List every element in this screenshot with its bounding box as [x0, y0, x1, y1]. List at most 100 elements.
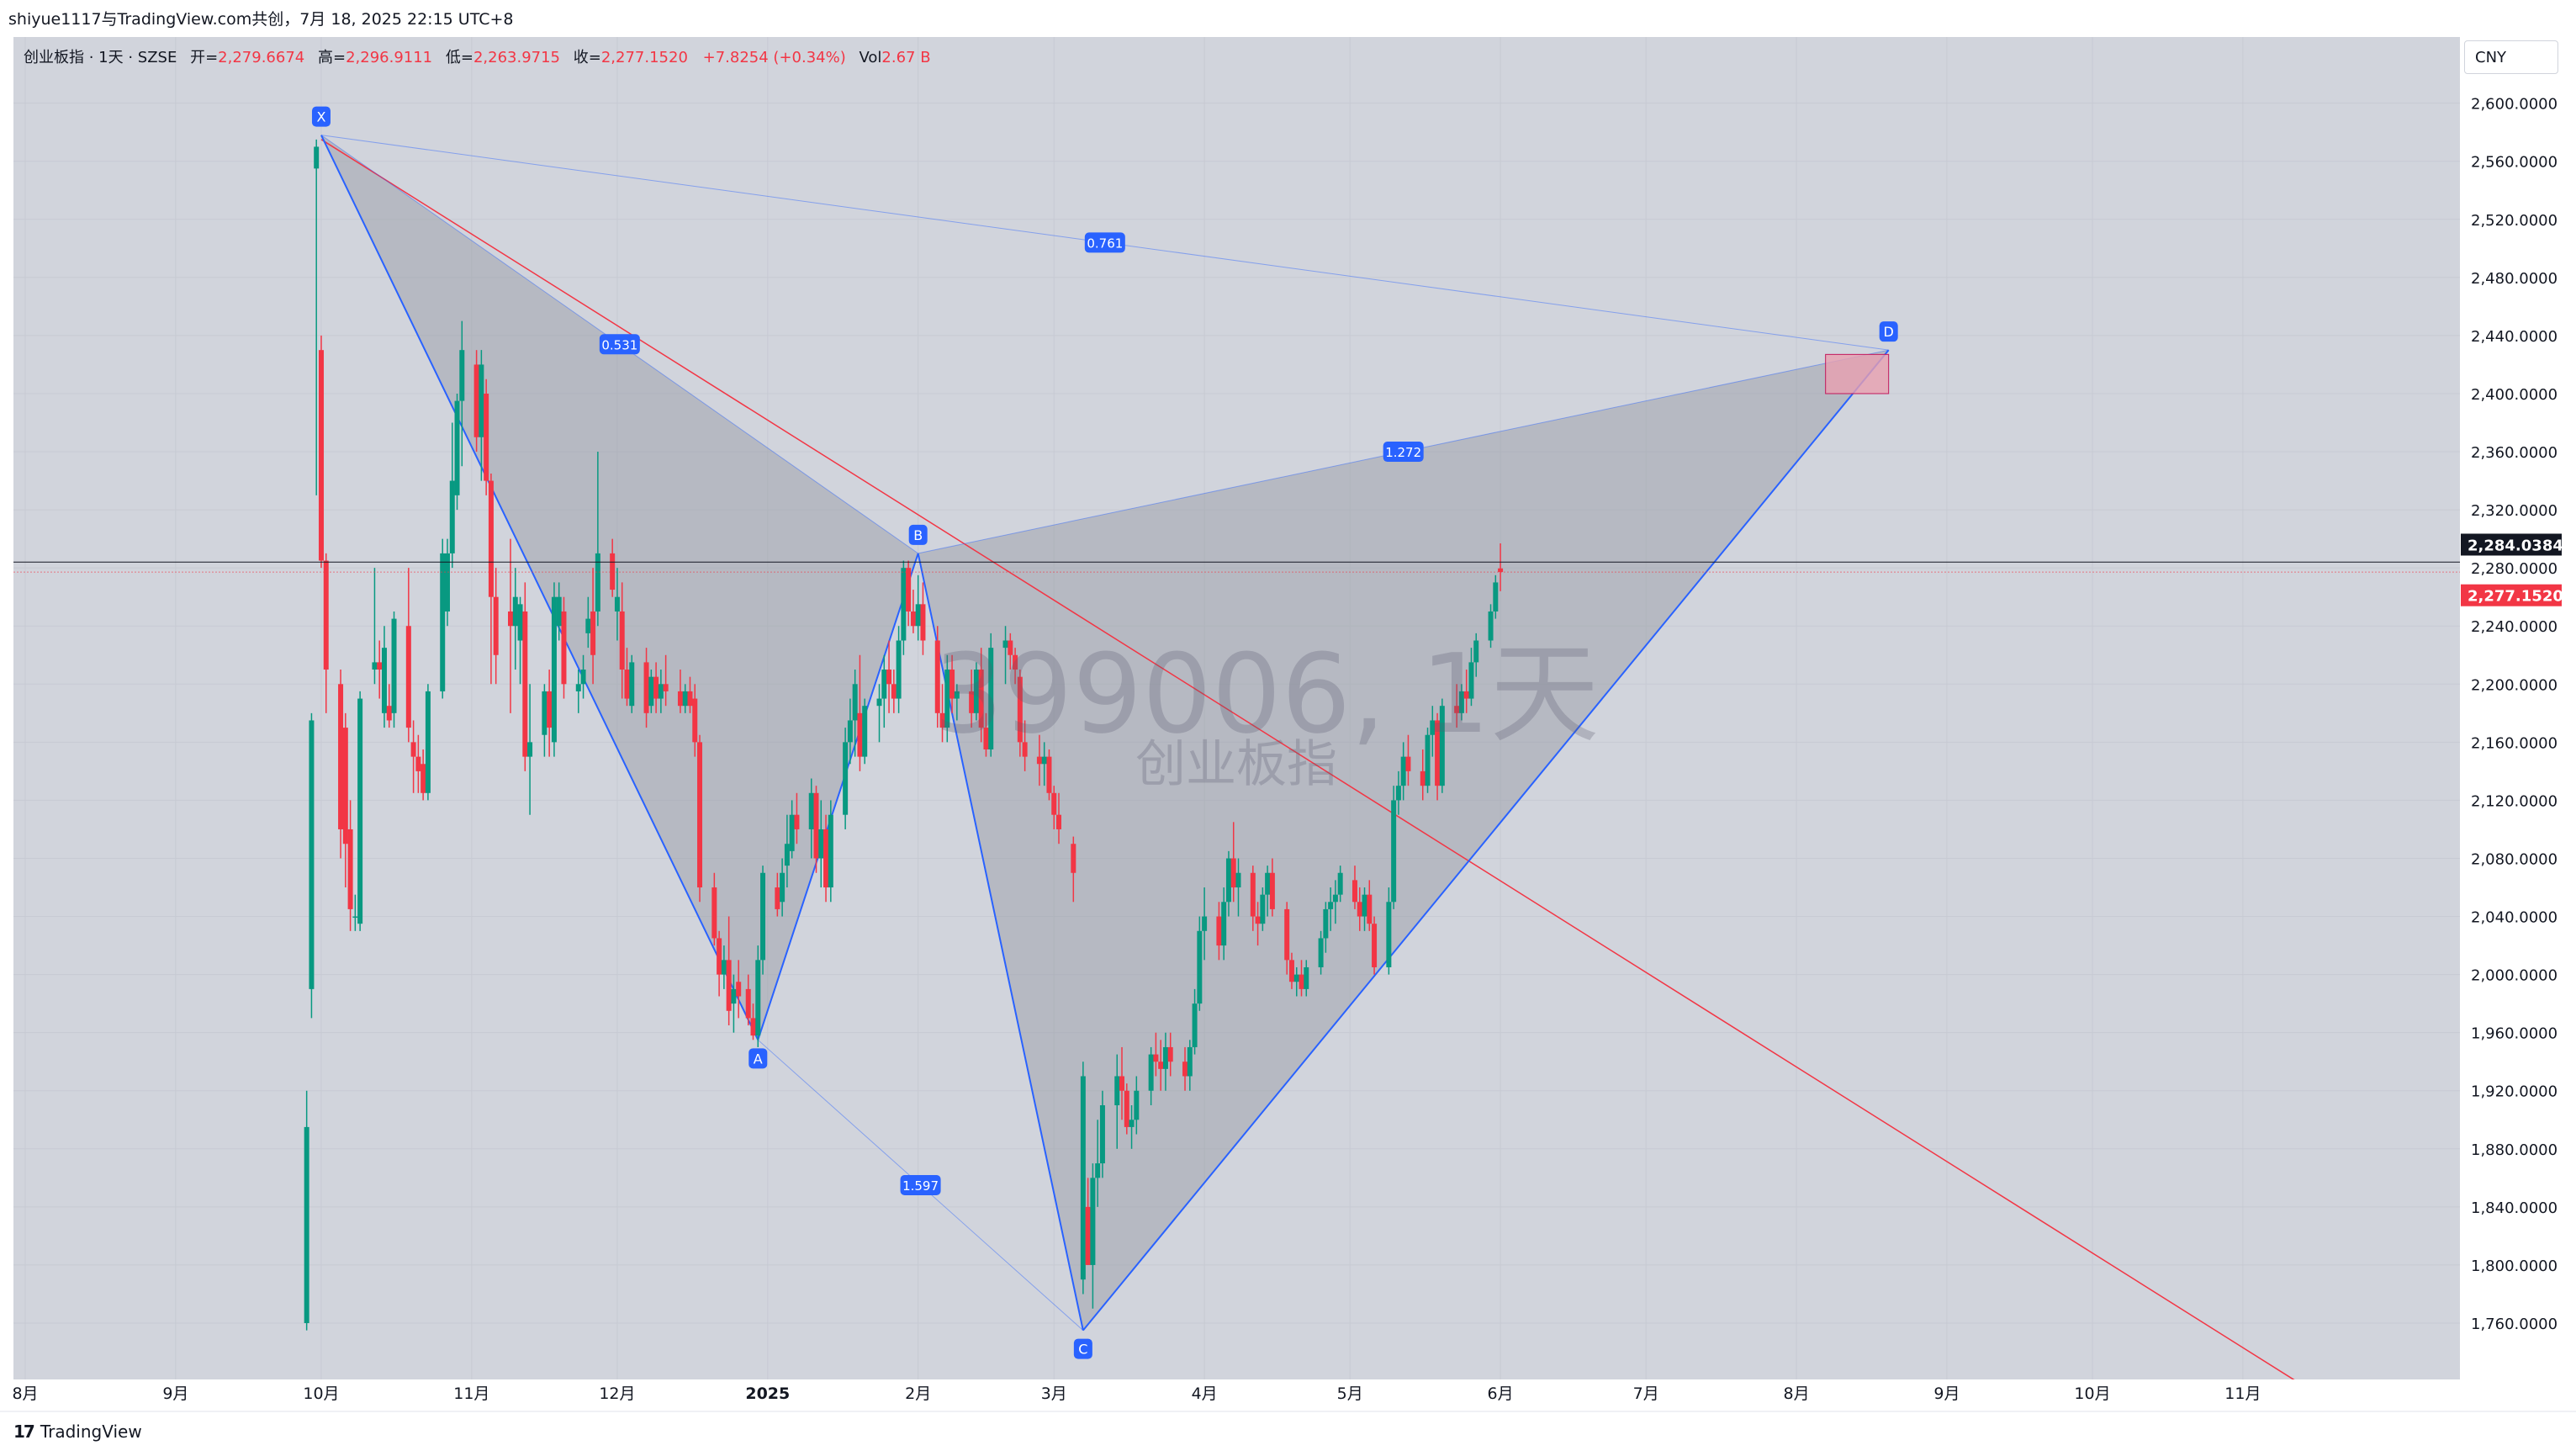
candle	[775, 872, 780, 917]
candle-body	[939, 712, 945, 728]
candle-body	[934, 640, 940, 713]
candle	[891, 670, 897, 713]
currency-button[interactable]: CNY	[2464, 40, 2558, 74]
candle-body	[1473, 640, 1479, 663]
volume-value: 2.67 B	[881, 49, 931, 66]
candle	[323, 553, 329, 713]
candle-body	[1022, 742, 1028, 757]
candle-body	[910, 611, 916, 627]
y-tick-label: 2,000.0000	[2471, 967, 2557, 985]
candle	[585, 596, 591, 649]
candle	[1265, 866, 1271, 917]
candle	[1134, 1076, 1140, 1135]
candle	[1056, 792, 1062, 844]
candle	[1085, 1178, 1091, 1265]
candle-body	[454, 400, 460, 495]
close-price-tag: 2,277.1520	[2468, 588, 2563, 606]
candle-body	[847, 720, 853, 743]
x-tick-label: 8月	[12, 1385, 38, 1403]
candle	[610, 538, 616, 597]
candle-body	[484, 393, 489, 481]
candle	[954, 684, 960, 721]
pattern-fill-xab	[320, 135, 918, 1040]
candle-body	[648, 676, 654, 707]
candle-body	[585, 618, 591, 633]
candle-body	[1332, 894, 1338, 903]
candle	[449, 422, 455, 569]
candle-body	[1008, 640, 1013, 655]
candle-body	[1162, 1046, 1168, 1069]
pattern-point-badge	[1879, 321, 1898, 342]
candle-body	[1187, 1046, 1193, 1077]
candle	[789, 800, 795, 859]
candle	[1400, 742, 1406, 801]
candle-body	[813, 792, 819, 859]
candle	[973, 662, 979, 721]
candle-body	[309, 720, 315, 989]
candle	[808, 778, 814, 859]
candle-body	[493, 596, 499, 655]
candle	[760, 866, 766, 975]
volume-label: Vol	[859, 49, 882, 66]
candle-body	[677, 691, 683, 707]
candle	[473, 350, 479, 453]
x-tick-label: 6月	[1488, 1385, 1514, 1403]
candle-body	[881, 670, 887, 699]
candle-body	[551, 596, 557, 743]
candle-body	[1328, 902, 1334, 909]
candle	[1386, 887, 1392, 975]
candle	[813, 786, 819, 873]
candle	[920, 582, 926, 655]
candle	[906, 560, 912, 627]
y-tick-label: 2,040.0000	[2471, 909, 2557, 927]
candle-body	[410, 742, 416, 757]
candle-body	[789, 814, 795, 851]
x-tick-label: 7月	[1633, 1385, 1659, 1403]
candle-body	[920, 604, 926, 641]
candle-body	[1056, 814, 1062, 829]
candle	[1362, 887, 1367, 931]
candle-body	[1293, 974, 1299, 982]
candle-body	[347, 829, 353, 909]
candle-body	[318, 350, 324, 561]
close-price-tag-bg	[2461, 584, 2562, 606]
candle-body	[314, 146, 320, 169]
candle	[697, 734, 703, 903]
candle	[1260, 887, 1266, 931]
x-tick-label: 9月	[162, 1385, 188, 1403]
candle-body	[1260, 894, 1266, 924]
candle	[1439, 698, 1445, 793]
candle	[794, 792, 800, 844]
high-label: 高=	[317, 49, 346, 66]
candle	[736, 960, 742, 1019]
candle	[983, 712, 989, 757]
candle-body	[1095, 1163, 1101, 1178]
candle-body	[415, 756, 421, 771]
candle	[405, 568, 411, 743]
x-tick-label: 11月	[453, 1385, 489, 1403]
tradingview-brand[interactable]: 17 TradingView	[13, 1422, 142, 1442]
candle-body	[1099, 1105, 1105, 1164]
candle	[488, 473, 494, 685]
candle	[1008, 633, 1013, 670]
candle	[886, 640, 892, 713]
candle-body	[1430, 720, 1436, 735]
candle	[1425, 728, 1431, 793]
symbol-title[interactable]: 创业板指 · 1天 · SZSE	[24, 49, 177, 66]
candle-body	[780, 872, 785, 903]
candle	[784, 814, 790, 888]
candle-body	[473, 364, 479, 437]
candle-body	[906, 568, 912, 612]
target-zone	[1825, 353, 1890, 394]
candle-body	[1148, 1054, 1154, 1091]
candle-body	[1017, 676, 1023, 743]
candle-body	[1493, 582, 1499, 612]
candle	[677, 670, 683, 713]
candle-body	[828, 814, 833, 888]
candle	[731, 974, 737, 1033]
candle	[421, 749, 426, 801]
x-tick-label: 4月	[1192, 1385, 1218, 1403]
x-axis-background	[0, 1379, 2576, 1456]
candle-body	[421, 764, 426, 793]
